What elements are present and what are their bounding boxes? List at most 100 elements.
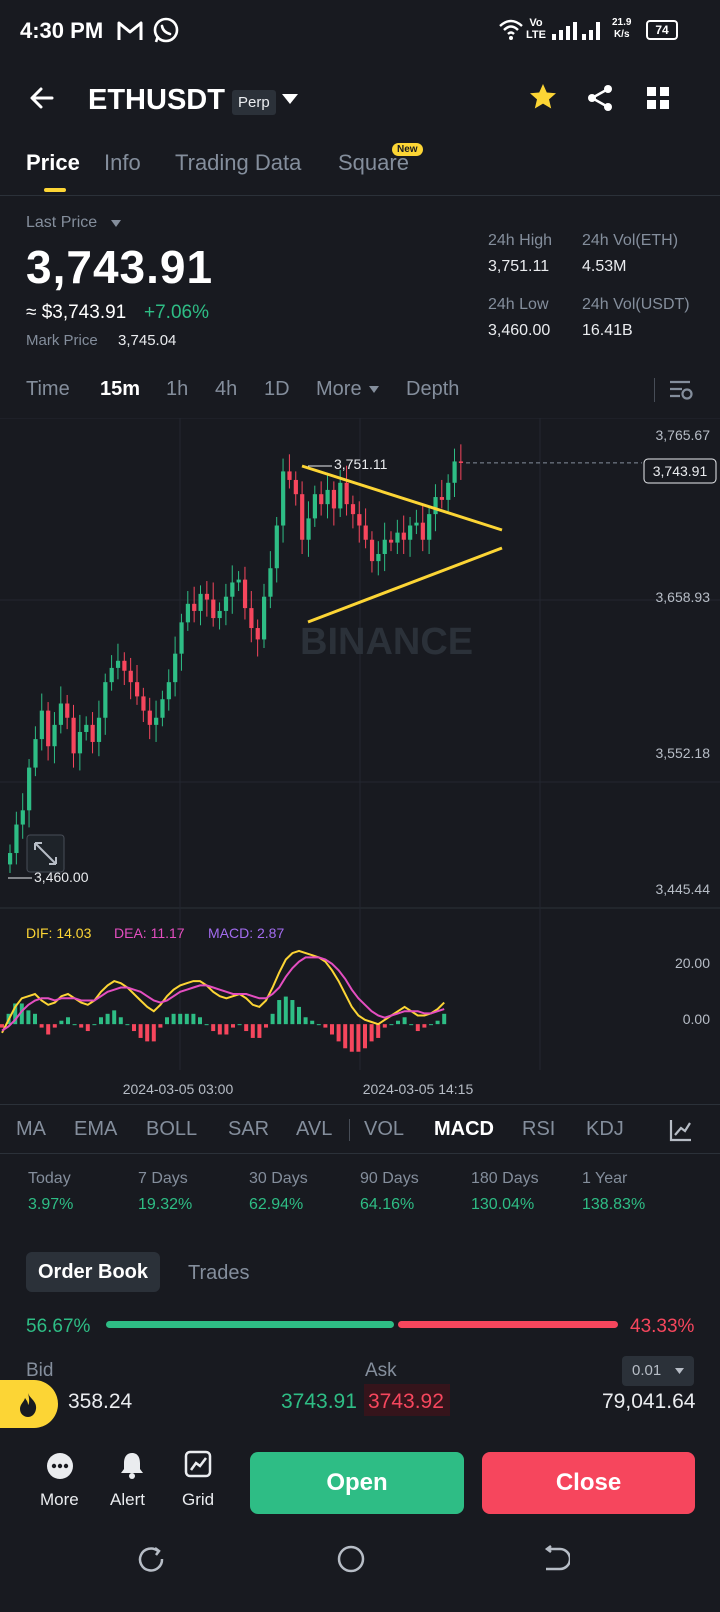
macd-histogram-bar bbox=[178, 1013, 183, 1025]
bid-price[interactable]: 3743.91 bbox=[281, 1390, 357, 1413]
macd-histogram-bar bbox=[19, 1003, 24, 1025]
tf-1d[interactable]: 1D bbox=[264, 378, 290, 400]
more-button[interactable]: More bbox=[26, 1432, 90, 1520]
price-axis-tick: 3,445.44 bbox=[656, 881, 711, 897]
tf-time[interactable]: Time bbox=[26, 378, 70, 400]
candle-body bbox=[363, 525, 368, 540]
expand-icon[interactable] bbox=[34, 842, 57, 865]
back-nav-icon[interactable] bbox=[540, 1544, 570, 1574]
alert-button[interactable]: Alert bbox=[104, 1432, 160, 1520]
ask-percentage: 43.33% bbox=[630, 1316, 695, 1337]
open-position-button[interactable]: Open bbox=[250, 1452, 464, 1514]
tf-15m[interactable]: 15m bbox=[100, 378, 141, 400]
ask-price[interactable]: 3743.92 bbox=[368, 1390, 444, 1413]
tab-price[interactable]: Price bbox=[26, 150, 80, 175]
macd-histogram-bar bbox=[369, 1024, 374, 1042]
tab-trades[interactable]: Trades bbox=[188, 1262, 250, 1284]
candle-body bbox=[255, 628, 260, 640]
macd-histogram-bar bbox=[191, 1013, 196, 1025]
last-price-dropdown-icon[interactable] bbox=[110, 219, 122, 228]
candle-body bbox=[128, 670, 133, 683]
macd-histogram-bar bbox=[217, 1024, 222, 1035]
close-position-button[interactable]: Close bbox=[482, 1452, 695, 1514]
ind-kdj[interactable]: KDJ bbox=[586, 1118, 624, 1140]
ind-macd[interactable]: MACD bbox=[434, 1118, 494, 1140]
indicator-tabs: MA EMA BOLL SAR AVL VOL MACD RSI KDJ bbox=[0, 1104, 720, 1154]
candle-body bbox=[135, 682, 140, 697]
candle-body bbox=[122, 660, 127, 671]
macd-histogram-bar bbox=[415, 1024, 420, 1032]
tf-1h[interactable]: 1h bbox=[166, 378, 189, 400]
macd-histogram-bar bbox=[145, 1024, 150, 1042]
candle-body bbox=[8, 853, 13, 865]
share-icon[interactable] bbox=[586, 84, 614, 112]
tab-trading-data[interactable]: Trading Data bbox=[175, 150, 302, 175]
candle-body bbox=[357, 514, 362, 526]
macd-histogram-bar bbox=[257, 1024, 262, 1038]
ind-avl[interactable]: AVL bbox=[296, 1118, 333, 1140]
candle-body bbox=[300, 494, 305, 540]
candle-body bbox=[414, 522, 419, 526]
macd-histogram-bar bbox=[277, 1000, 282, 1025]
tab-info[interactable]: Info bbox=[104, 150, 141, 175]
ind-vol[interactable]: VOL bbox=[364, 1118, 405, 1140]
macd-axis-tick: 20.00 bbox=[675, 955, 710, 971]
candle-body bbox=[217, 610, 222, 619]
candle-body bbox=[446, 482, 451, 500]
precision-select[interactable]: 0.01 bbox=[622, 1356, 694, 1386]
more-label: More bbox=[40, 1490, 79, 1509]
perf-180d-value: 130.04% bbox=[471, 1196, 535, 1213]
perf-30d-value: 62.94% bbox=[249, 1196, 304, 1213]
macd-histogram-bar bbox=[118, 1017, 123, 1025]
candle-body bbox=[420, 522, 425, 540]
tf-depth[interactable]: Depth bbox=[406, 378, 460, 400]
candle-body bbox=[166, 682, 171, 700]
candle-body bbox=[14, 824, 19, 854]
perf-today-value: 3.97% bbox=[28, 1196, 74, 1213]
candle-body bbox=[90, 724, 95, 742]
indicator-settings-icon[interactable] bbox=[668, 1117, 694, 1143]
timeframe-bar: Time 15m 1h 4h 1D More Depth bbox=[0, 370, 720, 414]
favorite-star-icon[interactable] bbox=[528, 82, 558, 112]
tf-4h[interactable]: 4h bbox=[215, 378, 238, 400]
pair-title[interactable]: ETHUSDT bbox=[88, 84, 225, 116]
home-icon[interactable] bbox=[336, 1544, 366, 1574]
usd-equivalent: ≈ $3,743.91 bbox=[26, 302, 127, 323]
macd-dea-line bbox=[1, 956, 445, 1032]
candle-body bbox=[84, 724, 89, 732]
candle-body bbox=[65, 703, 70, 718]
fullscreen-button[interactable] bbox=[26, 834, 65, 873]
precision-value: 0.01 bbox=[632, 1362, 662, 1379]
system-navigation-bar bbox=[0, 1524, 720, 1612]
ind-rsi[interactable]: RSI bbox=[522, 1118, 556, 1140]
price-chart[interactable]: BINANCE 3,765.67 3,658.93 3,552.18 3,445… bbox=[0, 418, 720, 1100]
ind-boll[interactable]: BOLL bbox=[146, 1118, 198, 1140]
back-arrow-icon[interactable] bbox=[28, 84, 56, 112]
ind-ma[interactable]: MA bbox=[16, 1118, 46, 1140]
grid-trading-button[interactable]: Grid bbox=[172, 1432, 228, 1520]
tf-more-dropdown-icon[interactable] bbox=[368, 385, 380, 394]
grid-menu-icon[interactable] bbox=[646, 86, 670, 110]
macd-histogram-bar bbox=[231, 1024, 235, 1028]
new-badge: New bbox=[392, 143, 423, 156]
candle-body bbox=[350, 504, 356, 515]
macd-histogram-bar bbox=[442, 1013, 447, 1025]
timebar-divider bbox=[654, 378, 655, 402]
macd-histogram-bar bbox=[151, 1024, 156, 1042]
pair-dropdown-icon[interactable] bbox=[280, 92, 300, 106]
ind-sar[interactable]: SAR bbox=[228, 1118, 270, 1140]
candle-body bbox=[39, 710, 44, 740]
last-price-label[interactable]: Last Price bbox=[26, 214, 98, 231]
chart-settings-icon[interactable] bbox=[668, 378, 694, 402]
recent-apps-icon[interactable] bbox=[136, 1544, 166, 1574]
ind-ema[interactable]: EMA bbox=[74, 1118, 118, 1140]
price-axis-tick: 3,552.18 bbox=[656, 745, 711, 761]
candle-body bbox=[147, 710, 152, 725]
tab-order-book[interactable]: Order Book bbox=[26, 1252, 160, 1292]
tf-more[interactable]: More bbox=[316, 378, 362, 400]
hot-floating-button[interactable] bbox=[0, 1380, 58, 1428]
candle-body bbox=[96, 717, 102, 742]
candle-body bbox=[236, 579, 241, 583]
price-change-percent: +7.06% bbox=[144, 302, 209, 323]
precision-dropdown-icon[interactable] bbox=[674, 1367, 685, 1375]
